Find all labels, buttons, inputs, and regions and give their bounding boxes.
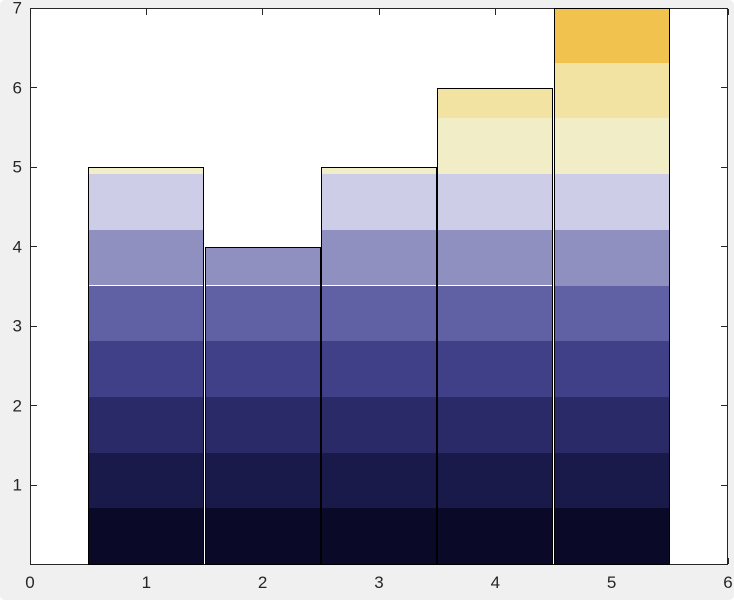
bar-color-band bbox=[321, 396, 437, 453]
bar-color-band bbox=[205, 452, 320, 509]
bar-color-band bbox=[321, 452, 437, 509]
bar-color-band bbox=[89, 508, 204, 564]
x-tick-mark bbox=[727, 9, 729, 15]
x-tick-label: 2 bbox=[257, 573, 268, 592]
bar-color-band bbox=[438, 229, 553, 286]
bar-color-band bbox=[554, 62, 669, 119]
y-tick-label: 5 bbox=[12, 157, 22, 177]
bar-color-band bbox=[438, 508, 553, 564]
bar-color-band bbox=[554, 452, 669, 509]
bar-color-band bbox=[554, 285, 669, 342]
y-tick-mark bbox=[721, 484, 727, 486]
y-tick-mark bbox=[31, 405, 37, 407]
y-tick-mark bbox=[31, 87, 37, 89]
bar-color-band bbox=[321, 229, 437, 286]
y-tick-mark bbox=[721, 405, 727, 407]
bar-color-band bbox=[205, 396, 320, 453]
x-tick-label: 4 bbox=[490, 573, 501, 592]
bar-color-band bbox=[89, 285, 204, 342]
bar-color-band bbox=[321, 341, 437, 397]
bar-1 bbox=[88, 167, 205, 565]
bar-color-band bbox=[89, 452, 204, 509]
bar-color-band bbox=[438, 285, 553, 342]
x-tick-mark bbox=[262, 9, 264, 15]
y-tick-mark bbox=[721, 166, 727, 168]
y-tick-label: 4 bbox=[12, 237, 22, 257]
y-tick-label: 3 bbox=[12, 316, 22, 336]
bar-4 bbox=[437, 87, 554, 565]
y-tick-mark bbox=[31, 484, 37, 486]
bar-color-band bbox=[554, 118, 669, 175]
bar-color-band bbox=[89, 174, 204, 230]
y-tick-label: 1 bbox=[12, 475, 22, 495]
bar-color-band bbox=[89, 168, 204, 175]
bar-color-band bbox=[321, 174, 437, 230]
x-tick-mark bbox=[29, 9, 31, 15]
bar-5 bbox=[553, 8, 670, 565]
y-tick-label: 7 bbox=[12, 0, 22, 18]
bar-color-band bbox=[438, 341, 553, 397]
bar-color-band bbox=[205, 341, 320, 397]
y-tick-mark bbox=[31, 7, 37, 9]
y-tick-mark bbox=[31, 325, 37, 327]
bar-color-band bbox=[554, 508, 669, 564]
bar-color-band bbox=[554, 9, 669, 63]
y-tick-mark bbox=[31, 166, 37, 168]
bar-color-band bbox=[205, 285, 320, 342]
bar-color-band bbox=[89, 341, 204, 397]
x-tick-mark bbox=[378, 9, 380, 15]
y-tick-label: 2 bbox=[12, 396, 22, 416]
bar-3 bbox=[320, 167, 438, 565]
bar-color-band bbox=[438, 88, 553, 119]
x-tick-label: 3 bbox=[374, 573, 384, 592]
bar-color-band bbox=[554, 341, 669, 397]
bar-color-band bbox=[438, 118, 553, 175]
bar-color-band bbox=[89, 229, 204, 286]
bar-color-band bbox=[205, 247, 320, 286]
x-tick-mark bbox=[29, 558, 31, 564]
x-tick-label: 5 bbox=[606, 573, 617, 592]
x-tick-label: 6 bbox=[723, 573, 733, 592]
bar-2 bbox=[204, 246, 321, 565]
bar-color-band bbox=[438, 396, 553, 453]
y-tick-mark bbox=[721, 325, 727, 327]
y-tick-label: 6 bbox=[12, 78, 22, 98]
bar-color-band bbox=[321, 285, 437, 342]
bar-color-band bbox=[438, 452, 553, 509]
bar-color-band bbox=[321, 168, 437, 175]
x-tick-label: 0 bbox=[25, 573, 35, 592]
y-tick-mark bbox=[721, 246, 727, 248]
x-tick-mark bbox=[727, 558, 729, 564]
bar-color-band bbox=[438, 174, 553, 230]
y-tick-mark bbox=[721, 7, 727, 9]
bar-color-band bbox=[554, 229, 669, 286]
bar-color-band bbox=[321, 508, 437, 564]
x-tick-label: 1 bbox=[141, 573, 152, 592]
bar-color-band bbox=[554, 396, 669, 453]
bar-color-band bbox=[554, 174, 669, 230]
bar-color-band bbox=[205, 508, 320, 564]
bar-color-band bbox=[89, 396, 204, 453]
x-tick-mark bbox=[494, 9, 496, 15]
x-tick-mark bbox=[145, 9, 147, 15]
y-tick-mark bbox=[721, 87, 727, 89]
y-tick-mark bbox=[31, 246, 37, 248]
